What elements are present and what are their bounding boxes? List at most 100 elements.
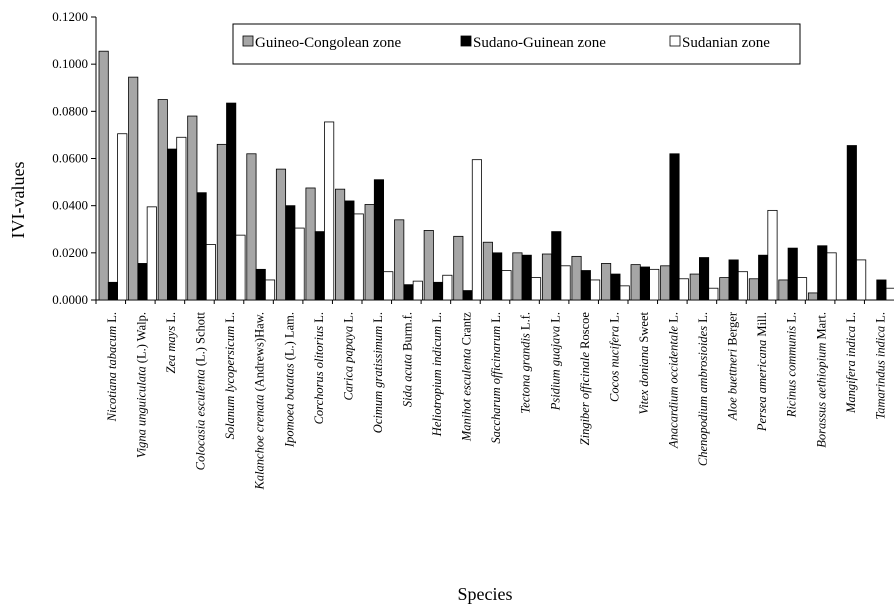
x-labels: Nicotiana tabacum L. Vigna unguiculata (L… xyxy=(95,300,887,491)
bar-sudanian-zone-8 xyxy=(324,121,335,301)
bar-sudano-guinean-zone-10 xyxy=(373,179,384,301)
legend-label-3: Sudanian zone xyxy=(682,35,770,51)
bar-guineo-congolean-zone-14 xyxy=(482,241,493,301)
species-author: L. xyxy=(430,312,444,326)
bar-guineo-congolean-zone-6 xyxy=(246,153,257,301)
x-category-label: Zea mays L. xyxy=(164,312,178,373)
bar-guineo-congolean-zone-21 xyxy=(689,273,700,301)
x-category-label: Ocimum gratissimum L. xyxy=(371,312,385,433)
species-name: Psidium guajava xyxy=(548,326,562,411)
species-author: L. xyxy=(548,312,562,326)
species-name: Ocimum gratissimum xyxy=(371,326,385,433)
bar-guineo-congolean-zone-23 xyxy=(748,278,759,301)
x-category-label: Borassus aethiopium Mart. xyxy=(814,312,828,448)
bar-sudano-guinean-zone-9 xyxy=(344,200,355,301)
x-category-label: Manihot esculenta Crantz xyxy=(460,312,474,443)
bar-guineo-congolean-zone-17 xyxy=(571,255,582,301)
species-name: Zea mays xyxy=(164,326,178,374)
legend-box xyxy=(232,23,801,65)
species-author: Berger xyxy=(726,311,740,349)
bar-sudano-guinean-zone-14 xyxy=(492,252,503,301)
species-name: Ipomoea batatas xyxy=(282,363,296,448)
species-name: Vigna unguiculata xyxy=(135,366,149,458)
bar-sudanian-zone-17 xyxy=(590,279,601,301)
bar-sudanian-zone-11 xyxy=(412,280,423,301)
x-category-label: Sida acuta Burm.f. xyxy=(401,312,415,407)
bar-sudanian-zone-12 xyxy=(442,274,453,301)
bar-guineo-congolean-zone-15 xyxy=(512,252,523,301)
bar-guineo-congolean-zone-4 xyxy=(187,115,198,301)
legend-swatch-2 xyxy=(460,35,472,47)
bar-sudano-guinean-zone-12 xyxy=(433,281,444,301)
species-author: L. xyxy=(223,312,237,326)
bar-sudano-guinean-zone-15 xyxy=(521,254,532,301)
bar-sudano-guinean-zone-1 xyxy=(107,281,119,301)
bar-guineo-congolean-zone-22 xyxy=(719,277,730,301)
bar-sudano-guinean-zone-24 xyxy=(787,247,798,301)
x-category-label: Tectona grandis L.f. xyxy=(519,312,533,414)
bar-sudanian-zone-18 xyxy=(619,285,630,301)
bar-sudano-guinean-zone-20 xyxy=(669,153,680,301)
bar-sudanian-zone-23 xyxy=(767,209,778,301)
bars xyxy=(98,50,894,301)
species-author: L. xyxy=(312,312,326,326)
bar-sudano-guinean-zone-16 xyxy=(551,231,562,301)
bar-guineo-congolean-zone-13 xyxy=(453,235,464,301)
species-author: (L.) Lam. xyxy=(282,312,296,363)
species-author: Crantz xyxy=(460,312,474,349)
species-author: (Andrews)Haw. xyxy=(253,312,267,395)
bar-sudano-guinean-zone-18 xyxy=(610,273,621,301)
bar-guineo-congolean-zone-24 xyxy=(778,279,789,301)
species-author: L. xyxy=(607,312,621,326)
bar-sudano-guinean-zone-2 xyxy=(137,263,148,301)
species-name: Sida acuta xyxy=(401,354,415,407)
species-author: L. xyxy=(873,312,887,326)
species-name: Borassus aethiopium xyxy=(814,343,828,448)
species-name: Solanum lycopersicum xyxy=(223,326,237,440)
x-category-label: Tamarindus indica L. xyxy=(873,312,887,420)
bar-sudanian-zone-27 xyxy=(885,287,894,301)
bar-sudano-guinean-zone-3 xyxy=(167,148,178,301)
species-name: Colocasia esculenta xyxy=(194,369,208,470)
bar-sudanian-zone-13 xyxy=(471,159,482,301)
bar-guineo-congolean-zone-16 xyxy=(541,253,553,301)
x-category-label: Chenopodium ambrosioides L. xyxy=(696,312,710,466)
x-category-label: Vigna unguiculata (L.) Walp. xyxy=(135,312,149,458)
x-category-label: Cocos nucifera L. xyxy=(607,312,621,402)
y-tick-label: 0.0800 xyxy=(52,103,88,118)
legend-swatch-3 xyxy=(669,35,681,47)
bar-sudanian-zone-26 xyxy=(856,259,867,301)
bar-guineo-congolean-zone-3 xyxy=(157,99,168,301)
bar-sudano-guinean-zone-22 xyxy=(728,259,739,301)
bar-sudanian-zone-7 xyxy=(294,227,305,301)
x-category-label: Kalanchoe crenata (Andrews)Haw. xyxy=(253,312,267,491)
bar-guineo-congolean-zone-18 xyxy=(601,263,612,301)
bar-guineo-congolean-zone-12 xyxy=(423,230,434,301)
species-author: L. xyxy=(341,312,355,326)
bar-sudanian-zone-1 xyxy=(117,133,128,301)
bar-sudanian-zone-4 xyxy=(205,244,216,301)
species-author: L. xyxy=(696,312,710,326)
bar-sudanian-zone-25 xyxy=(826,252,837,301)
x-category-label: Colocasia esculenta (L.) Schott xyxy=(194,311,208,470)
x-category-label: Psidium guajava L. xyxy=(548,312,562,411)
bar-sudano-guinean-zone-25 xyxy=(817,245,828,301)
bar-sudano-guinean-zone-5 xyxy=(226,102,237,301)
species-author: L. xyxy=(785,312,799,326)
bar-sudano-guinean-zone-17 xyxy=(580,270,591,301)
bar-sudanian-zone-14 xyxy=(501,270,512,301)
bar-guineo-congolean-zone-25 xyxy=(807,292,819,301)
species-author: L.f. xyxy=(519,312,533,333)
bar-sudanian-zone-24 xyxy=(796,277,808,301)
bar-guineo-congolean-zone-9 xyxy=(335,188,346,301)
bar-guineo-congolean-zone-19 xyxy=(630,264,641,301)
species-author: Mart. xyxy=(814,312,828,343)
species-name: Tamarindus indica xyxy=(873,326,887,420)
species-author: (L.) Walp. xyxy=(135,312,149,366)
bar-sudano-guinean-zone-11 xyxy=(403,284,414,301)
bar-sudano-guinean-zone-27 xyxy=(876,279,887,301)
x-category-label: Zingiber officinale Roscoe xyxy=(578,312,592,446)
legend-label-1: Guineo-Congolean zone xyxy=(255,35,402,51)
bar-sudanian-zone-22 xyxy=(737,271,748,301)
